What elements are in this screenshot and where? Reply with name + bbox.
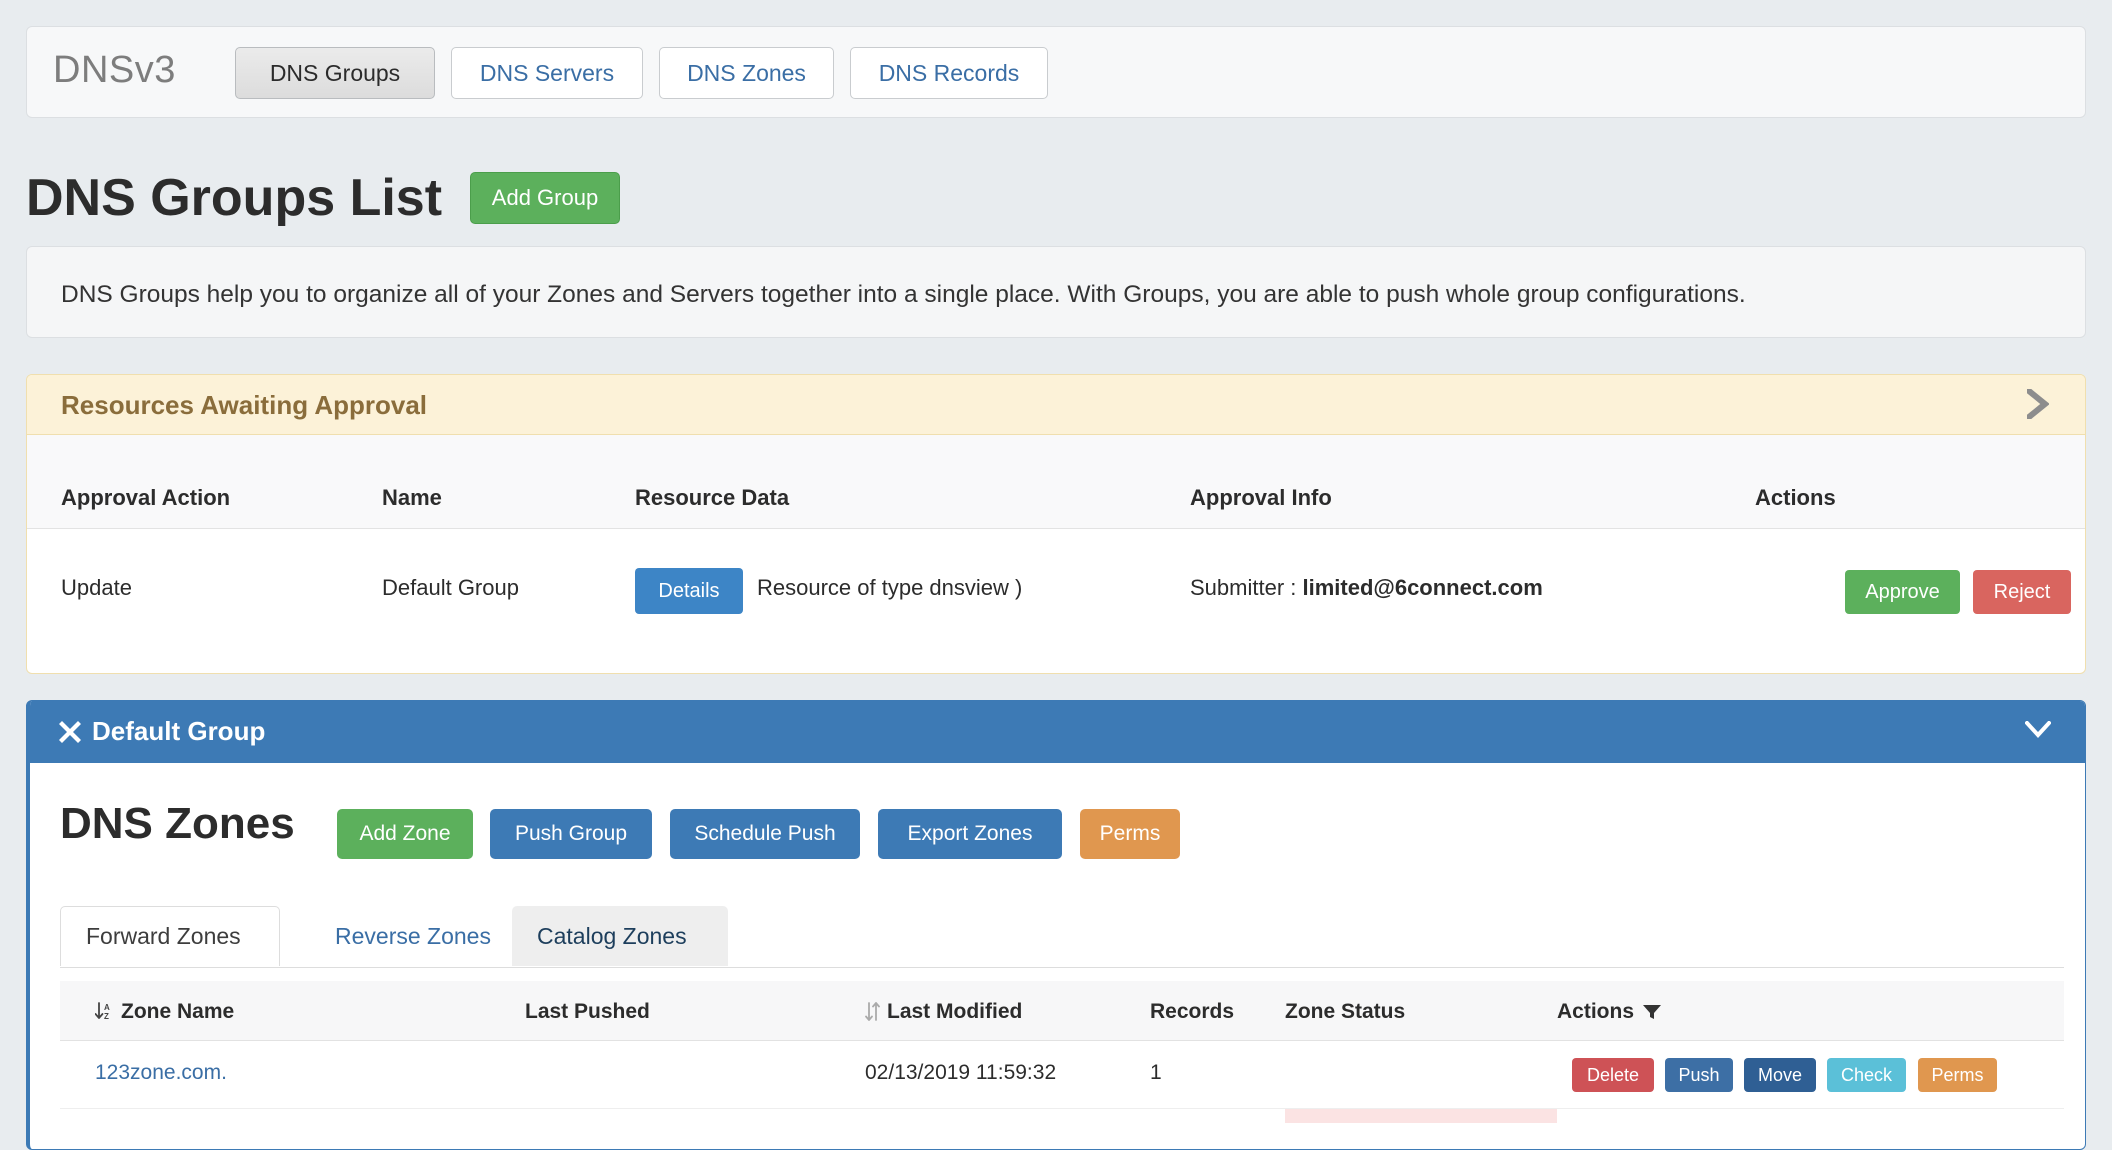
svg-text:Z: Z bbox=[104, 1012, 109, 1021]
svg-text:A: A bbox=[104, 1003, 110, 1012]
